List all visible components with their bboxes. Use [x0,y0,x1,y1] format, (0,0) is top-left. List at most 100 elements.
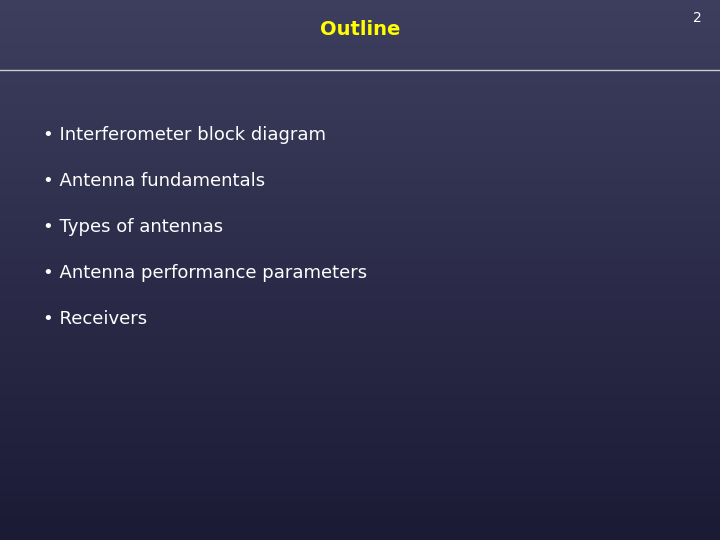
Text: 2: 2 [693,11,702,24]
Bar [0,454,720,459]
Bar [0,16,720,22]
Bar [0,394,720,400]
Text: • Interferometer block diagram: • Interferometer block diagram [43,126,326,144]
Bar [0,243,720,248]
Bar [0,508,720,513]
Bar [0,178,720,184]
Bar [0,146,720,151]
Bar [0,502,720,508]
Bar [0,373,720,378]
Bar [0,535,720,540]
Bar [0,32,720,38]
Bar [0,103,720,108]
Bar [0,200,720,205]
Bar [0,302,720,308]
Bar [0,59,720,65]
Bar [0,232,720,238]
Bar [0,194,720,200]
Bar [0,248,720,254]
Bar [0,335,720,340]
Bar [0,319,720,324]
Bar [0,54,720,59]
Bar [0,432,720,437]
Bar [0,367,720,373]
Bar [0,92,720,97]
Bar [0,464,720,470]
Bar [0,400,720,405]
Bar [0,340,720,346]
Bar [0,151,720,157]
Bar [0,389,720,394]
Bar [0,211,720,216]
Bar [0,459,720,464]
Bar [0,270,720,275]
Bar [0,421,720,427]
Bar [0,157,720,162]
Bar [0,329,720,335]
Text: Outline: Outline [320,20,400,39]
Bar [0,254,720,259]
Bar [0,486,720,491]
Bar [0,443,720,448]
Text: • Types of antennas: • Types of antennas [43,218,223,236]
Bar [0,238,720,243]
Bar [0,221,720,227]
Bar [0,308,720,313]
Bar [0,286,720,292]
Bar [0,265,720,270]
Text: • Antenna performance parameters: • Antenna performance parameters [43,264,367,282]
Bar [0,130,720,135]
Bar [0,43,720,49]
Bar [0,410,720,416]
Bar [0,416,720,421]
Bar [0,292,720,297]
Bar [0,162,720,167]
Bar [0,313,720,319]
Bar [0,167,720,173]
Bar [0,11,720,16]
Bar [0,97,720,103]
Bar [0,362,720,367]
Bar [0,351,720,356]
Bar [0,448,720,454]
Bar [0,378,720,383]
Bar [0,27,720,32]
Bar [0,346,720,351]
Text: • Receivers: • Receivers [43,309,148,328]
Bar [0,491,720,497]
Bar [0,470,720,475]
Bar [0,227,720,232]
Bar [0,189,720,194]
Bar [0,140,720,146]
Bar [0,49,720,54]
Bar [0,513,720,518]
Bar [0,81,720,86]
Bar [0,497,720,502]
Bar [0,76,720,81]
Bar [0,173,720,178]
Bar [0,205,720,211]
Bar [0,356,720,362]
Bar [0,38,720,43]
Bar [0,86,720,92]
Bar [0,65,720,70]
Bar [0,0,720,5]
Bar [0,184,720,189]
Bar [0,5,720,11]
Bar [0,113,720,119]
Bar [0,22,720,27]
Bar [0,481,720,486]
Bar [0,259,720,265]
Bar [0,437,720,443]
Bar [0,119,720,124]
Bar [0,108,720,113]
Bar [0,70,720,76]
Bar [0,524,720,529]
Bar [0,475,720,481]
Bar [0,135,720,140]
Bar [0,297,720,302]
Bar [0,405,720,410]
Text: • Antenna fundamentals: • Antenna fundamentals [43,172,266,190]
Bar [0,518,720,524]
Bar [0,529,720,535]
